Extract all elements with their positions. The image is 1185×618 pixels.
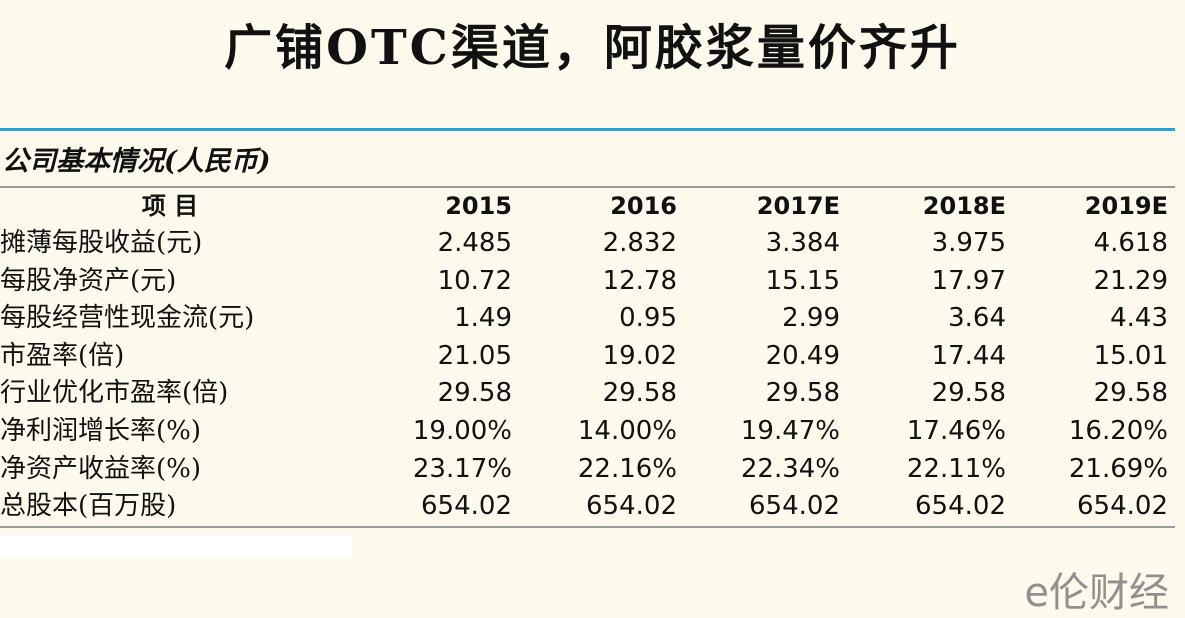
cell-value: 19.47% bbox=[740, 416, 840, 446]
cell-value: 2.832 bbox=[602, 228, 677, 258]
cell-value: 16.20% bbox=[1068, 416, 1168, 446]
cell-value: 654.02 bbox=[421, 491, 512, 522]
cell-value: 29.58 bbox=[765, 378, 840, 409]
column-header: 2019E bbox=[1084, 192, 1168, 220]
row-label: 摊薄每股收益(元) bbox=[0, 228, 203, 258]
bottom-rule bbox=[0, 526, 1175, 528]
cell-value: 654.02 bbox=[749, 491, 840, 522]
cell-value: 29.58 bbox=[931, 378, 1006, 409]
cell-value: 3.975 bbox=[931, 228, 1006, 258]
cell-value: 19.02 bbox=[602, 340, 677, 371]
row-label: 每股净资产(元) bbox=[0, 265, 177, 296]
title: 广铺OTC渠道，阿胶浆量价齐升 bbox=[224, 20, 961, 76]
cell-value: 654.02 bbox=[586, 491, 677, 522]
column-header: 2015 bbox=[445, 192, 512, 220]
cell-value: 4.43 bbox=[1110, 303, 1168, 334]
cell-value: 4.618 bbox=[1093, 228, 1168, 258]
cell-value: 23.17% bbox=[412, 453, 512, 484]
cell-value: 20.49 bbox=[765, 340, 840, 371]
cell-value: 22.11% bbox=[906, 453, 1006, 484]
cell-value: 654.02 bbox=[1077, 491, 1168, 522]
cell-value: 14.00% bbox=[577, 416, 677, 446]
blank-box bbox=[0, 535, 352, 557]
cell-value: 12.78 bbox=[602, 265, 677, 296]
cell-value: 29.58 bbox=[602, 378, 677, 409]
column-header: 2016 bbox=[610, 192, 677, 220]
table-caption: 公司基本情况(人民币) bbox=[2, 146, 271, 177]
cell-value: 15.15 bbox=[765, 265, 840, 296]
cell-value: 15.01 bbox=[1093, 340, 1168, 371]
cell-value: 29.58 bbox=[437, 378, 512, 409]
cell-value: 22.34% bbox=[740, 453, 840, 484]
cell-value: 10.72 bbox=[437, 265, 512, 296]
header-rule bbox=[0, 186, 1175, 188]
top-rule bbox=[0, 128, 1175, 131]
column-header: 2017E bbox=[756, 192, 840, 220]
cell-value: 17.46% bbox=[906, 416, 1006, 446]
cell-value: 2.99 bbox=[782, 303, 840, 334]
cell-value: 17.44 bbox=[931, 340, 1006, 371]
row-label: 行业优化市盈率(倍) bbox=[0, 378, 229, 409]
cell-value: 3.384 bbox=[765, 228, 840, 258]
cell-value: 21.29 bbox=[1093, 265, 1168, 296]
column-header: 项 目 bbox=[141, 192, 199, 220]
cell-value: 29.58 bbox=[1093, 378, 1168, 409]
cell-value: 22.16% bbox=[577, 453, 677, 484]
watermark: e伦财经 bbox=[1024, 570, 1169, 616]
row-label: 净资产收益率(%) bbox=[0, 453, 201, 484]
row-label: 市盈率(倍) bbox=[0, 340, 125, 371]
cell-value: 1.49 bbox=[454, 303, 512, 334]
cell-value: 17.97 bbox=[931, 265, 1006, 296]
cell-value: 0.95 bbox=[619, 303, 677, 334]
row-label: 总股本(百万股) bbox=[0, 491, 177, 522]
column-header: 2018E bbox=[922, 192, 1006, 220]
cell-value: 654.02 bbox=[915, 491, 1006, 522]
row-label: 每股经营性现金流(元) bbox=[0, 303, 255, 334]
cell-value: 3.64 bbox=[948, 303, 1006, 334]
cell-value: 21.05 bbox=[437, 340, 512, 371]
cell-value: 2.485 bbox=[437, 228, 512, 258]
row-label: 净利润增长率(%) bbox=[0, 416, 201, 446]
cell-value: 21.69% bbox=[1068, 453, 1168, 484]
cell-value: 19.00% bbox=[412, 416, 512, 446]
